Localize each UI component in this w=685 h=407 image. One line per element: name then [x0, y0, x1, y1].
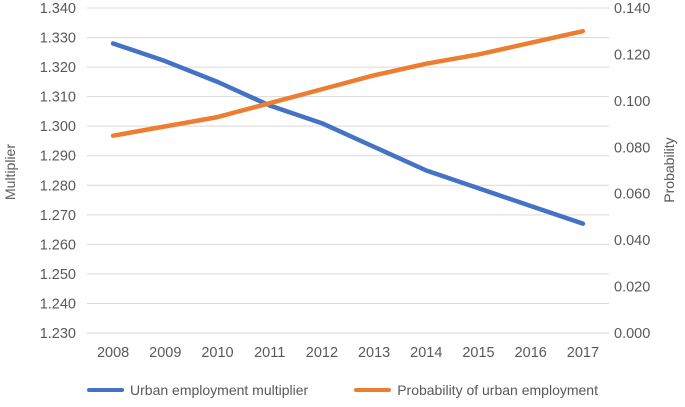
left-axis-title: Multiplier	[2, 143, 18, 201]
right-axis-tick-label: 0.140	[614, 1, 650, 17]
right-axis-tick-label: 0.040	[614, 233, 650, 249]
left-axis-tick-label: 1.320	[40, 60, 76, 76]
right-axis-tick-label: 0.060	[614, 187, 650, 203]
left-axis-tick-label: 1.260	[40, 237, 76, 253]
left-axis-tick-label: 1.290	[40, 149, 76, 165]
x-axis-tick-label: 2012	[306, 345, 338, 361]
x-axis-tick-label: 2017	[567, 345, 599, 361]
right-axis-tick-label: 0.100	[614, 94, 650, 110]
right-axis-title: Probability	[661, 137, 677, 203]
x-axis-tick-label: 2014	[410, 345, 442, 361]
legend: Urban employment multiplier Probability …	[0, 382, 685, 398]
left-axis-tick-label: 1.340	[40, 1, 76, 17]
right-axis-tick-label: 0.020	[614, 280, 650, 296]
chart-canvas: 1.340 1.330 1.320 1.310 1.300 1.290 1.280 1.270…	[40, 1, 651, 361]
left-axis-tick-label: 1.230	[40, 326, 76, 342]
right-axis-tick-label: 0.080	[614, 140, 650, 156]
right-axis-tick-label: 0.000	[614, 326, 650, 342]
x-axis-tick-label: 2015	[462, 345, 494, 361]
left-axis-tick-label: 1.300	[40, 119, 76, 135]
orange-line-swatch	[354, 388, 392, 392]
left-axis-tick-label: 1.240	[40, 296, 76, 312]
left-axis-tick-label: 1.280	[40, 178, 76, 194]
right-axis-tick-label: 0.120	[614, 47, 650, 63]
x-axis-tick-label: 2010	[201, 345, 233, 361]
legend-item-multiplier: Urban employment multiplier	[87, 382, 308, 398]
series-line-left	[110, 41, 586, 226]
legend-label-multiplier: Urban employment multiplier	[130, 382, 309, 398]
x-axis-tick-label: 2009	[149, 345, 181, 361]
x-axis-tick-label: 2013	[358, 345, 390, 361]
x-axis-tick-label: 2011	[254, 345, 285, 361]
left-axis-tick-label: 1.270	[40, 208, 76, 224]
blue-line-swatch	[87, 388, 125, 392]
legend-item-probability: Probability of urban employment	[354, 382, 598, 398]
left-axis-tick-label: 1.310	[40, 90, 76, 106]
left-axis-tick-label: 1.250	[40, 267, 76, 283]
x-axis-tick-label: 2008	[97, 345, 129, 361]
series-line-right	[110, 28, 586, 138]
legend-label-probability: Probability of urban employment	[397, 382, 598, 398]
x-axis-tick-label: 2016	[515, 345, 547, 361]
left-axis-tick-label: 1.330	[40, 31, 76, 47]
